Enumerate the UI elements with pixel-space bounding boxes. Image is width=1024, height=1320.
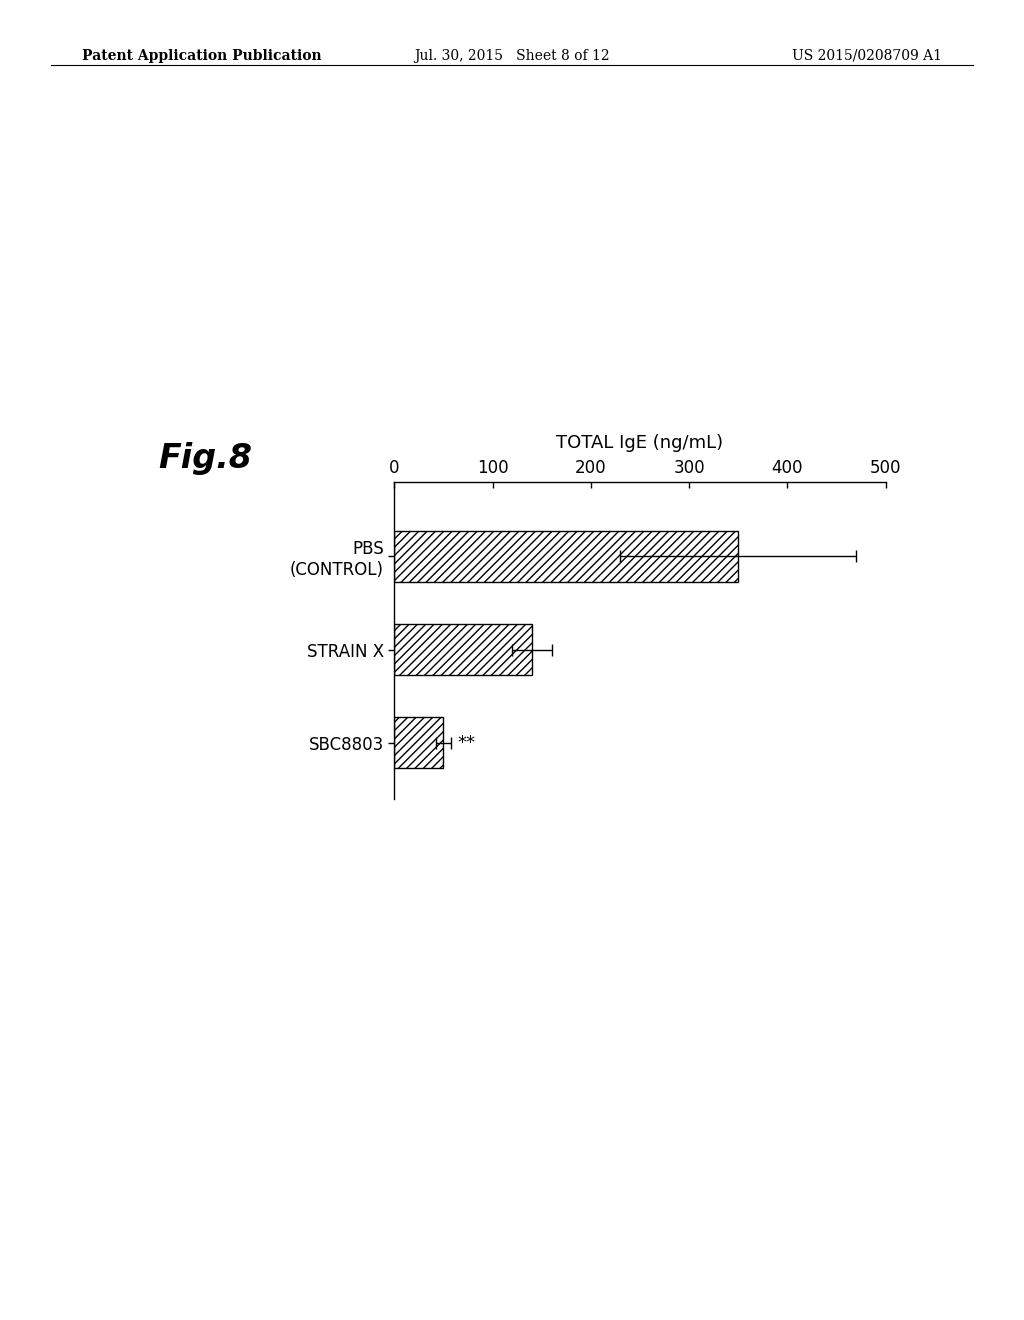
Bar [394,624,531,675]
X-axis label: TOTAL IgE (ng/mL): TOTAL IgE (ng/mL) [556,434,724,451]
Text: Patent Application Publication: Patent Application Publication [82,49,322,63]
Text: Jul. 30, 2015   Sheet 8 of 12: Jul. 30, 2015 Sheet 8 of 12 [414,49,610,63]
Bar [394,717,443,768]
Text: US 2015/0208709 A1: US 2015/0208709 A1 [793,49,942,63]
Text: Fig.8: Fig.8 [159,442,253,475]
Text: **: ** [457,734,475,751]
Bar [394,531,738,582]
